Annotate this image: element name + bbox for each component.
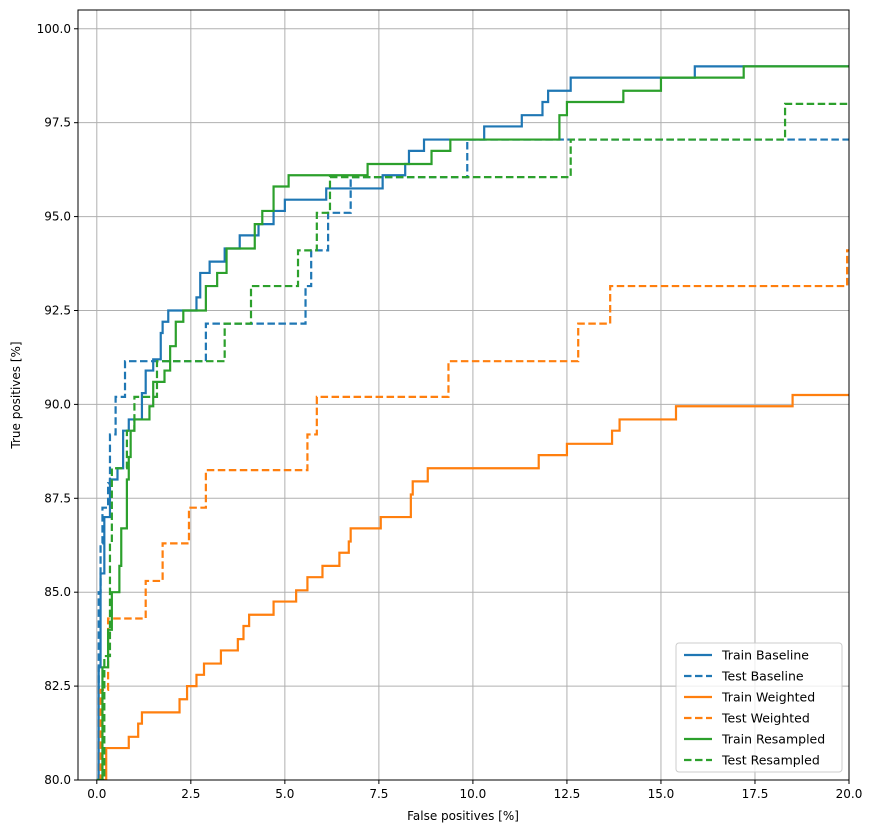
grid (78, 10, 850, 781)
legend: Train Baseline Test Baseline Train Weighte… (675, 642, 843, 773)
x-axis-label: False positives [%] (407, 809, 519, 823)
y-tick-label: 80.0 (44, 773, 71, 787)
series-line-train-resampled (96, 65, 849, 780)
plot-frame (77, 9, 850, 781)
series-line-test-weighted (98, 249, 849, 780)
y-tick-label: 85.0 (44, 585, 71, 599)
legend-label: Train Baseline (721, 648, 809, 663)
y-axis-label: True positives [%] (9, 341, 23, 449)
legend-box (675, 642, 843, 773)
y-tick-label: 87.5 (44, 491, 71, 505)
series-line-test-baseline (96, 138, 849, 780)
x-tick-label: 2.5 (181, 787, 200, 801)
x-tick-label: 10.0 (460, 787, 487, 801)
x-tick-label: 5.0 (275, 787, 294, 801)
y-tick-label: 95.0 (44, 210, 71, 224)
y-tick-label: 92.5 (44, 303, 71, 317)
legend-label: Train Weighted (721, 690, 815, 705)
series-line-train-weighted (104, 393, 849, 780)
legend-label: Test Resampled (721, 753, 820, 768)
x-tick-label: 12.5 (554, 787, 581, 801)
y-tick-label: 82.5 (44, 679, 71, 693)
x-tick-label: 20.0 (836, 787, 863, 801)
x-tick-label: 7.5 (369, 787, 388, 801)
legend-label: Test Baseline (721, 669, 804, 684)
x-tick-label: 0.0 (87, 787, 106, 801)
series-group (96, 65, 849, 780)
y-tick-label: 100.0 (37, 22, 71, 36)
ticks: 0.0 2.5 5.0 7.5 10.0 12.5 15.0 17.5 20.0 80.0 82.5… (37, 22, 863, 801)
y-tick-label: 97.5 (44, 116, 71, 130)
x-tick-label: 17.5 (742, 787, 769, 801)
x-tick-label: 15.0 (648, 787, 675, 801)
y-tick-label: 90.0 (44, 397, 71, 411)
legend-label: Train Resampled (721, 732, 825, 747)
legend-label: Test Weighted (721, 711, 810, 726)
series-line-test-resampled (96, 102, 849, 780)
